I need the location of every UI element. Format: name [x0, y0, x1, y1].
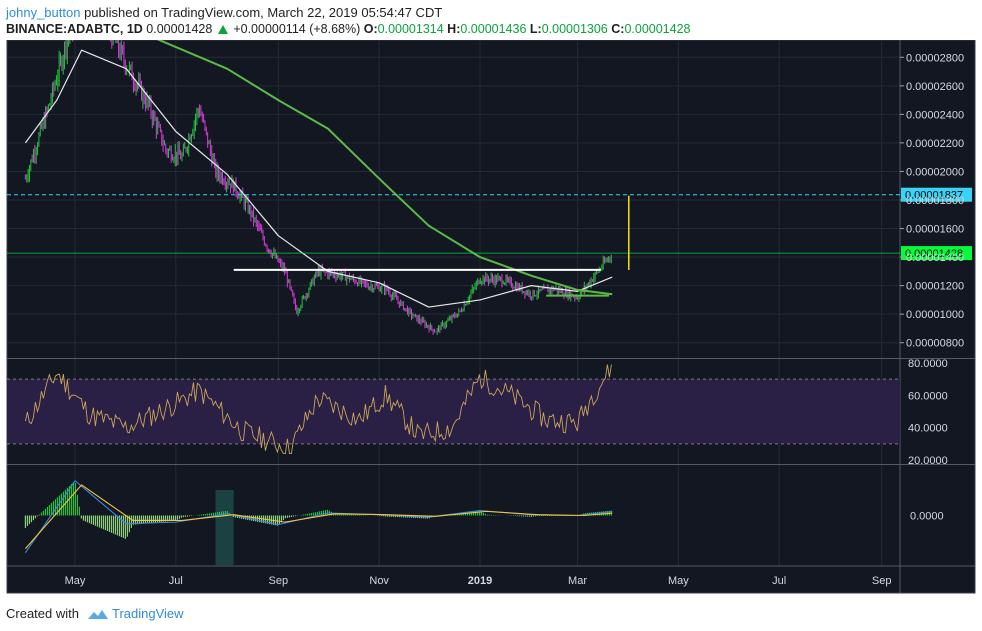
close-value: 0.00001428: [624, 22, 691, 36]
time-tick-label: Sep: [269, 575, 289, 587]
price-tick-label: 0.00002000: [906, 166, 964, 178]
price-tick-label: 0.00002800: [906, 52, 964, 64]
created-with-text: Created with: [6, 606, 79, 621]
published-text: published on TradingView.com, March 22, …: [84, 5, 443, 20]
candles: [24, 40, 612, 335]
rsi-band: [7, 379, 900, 444]
sma-slow-line: [156, 40, 613, 296]
price-tick-label: 0.00002400: [906, 109, 964, 121]
macd-highlight: [215, 490, 234, 565]
rsi-tick-label: 40.0000: [908, 423, 948, 435]
signal-line: [24, 484, 613, 549]
price-tick-label: 0.00002200: [906, 138, 964, 150]
change-value: +0.00000114 (+8.68%): [233, 22, 361, 36]
time-tick-label: 2019: [468, 575, 492, 587]
last-price-label: 0.00001428: [905, 248, 963, 260]
username-link[interactable]: johny_button: [6, 5, 81, 20]
ohlc-legend: BINANCE:ADABTC, 1D 0.00001428 +0.0000011…: [6, 22, 691, 36]
time-tick-label: Sep: [872, 575, 892, 587]
rsi-tick-label: 20.0000: [908, 455, 948, 467]
price-tick-label: 0.00001000: [906, 309, 964, 321]
time-tick-label: Mar: [568, 575, 587, 587]
low-value: 0.00001306: [541, 22, 608, 36]
price-tick-label: 0.00000800: [906, 338, 964, 350]
macd-tick-label: 0.0000: [910, 511, 944, 523]
rsi-tick-label: 60.0000: [908, 390, 948, 402]
up-arrow-icon: [217, 25, 228, 34]
price-tick-label: 0.00001400: [906, 252, 964, 264]
symbol-label: BINANCE:ADABTC, 1D: [6, 22, 143, 36]
tradingview-brand-link[interactable]: TradingView: [112, 606, 184, 621]
last-value: 0.00001428: [146, 22, 213, 36]
time-tick-label: Nov: [369, 575, 389, 587]
time-tick-label: Jul: [772, 575, 786, 587]
high-value: 0.00001436: [460, 22, 527, 36]
last-price-label-bg: [901, 246, 972, 261]
chart-background: [6, 40, 976, 594]
time-tick-label: May: [668, 575, 689, 587]
time-tick-label: May: [65, 575, 86, 587]
resistance-dashed-label-bg: [901, 187, 972, 202]
rsi-line: [24, 364, 612, 454]
open-label: O:: [363, 22, 378, 36]
trading-chart[interactable]: 0.00001837 0.00001428 0.00000800 0.00001000…: [0, 40, 982, 596]
rsi-tick-label: 80.0000: [908, 358, 948, 370]
open-value: 0.00001314: [377, 22, 444, 36]
high-label: H:: [447, 22, 461, 36]
tradingview-logo-icon: [87, 610, 108, 619]
publish-line: johny_button published on TradingView.co…: [6, 5, 442, 20]
footer: Created with TradingView: [6, 606, 184, 621]
time-tick-label: Jul: [169, 575, 183, 587]
resistance-dashed-label: 0.00001837: [905, 190, 963, 202]
price-tick-label: 0.00001800: [906, 195, 964, 207]
price-tick-label: 0.00002600: [906, 81, 964, 93]
close-label: C:: [611, 22, 625, 36]
low-label: L:: [529, 22, 542, 36]
price-tick-label: 0.00001600: [906, 224, 964, 236]
price-tick-label: 0.00001200: [906, 281, 964, 293]
